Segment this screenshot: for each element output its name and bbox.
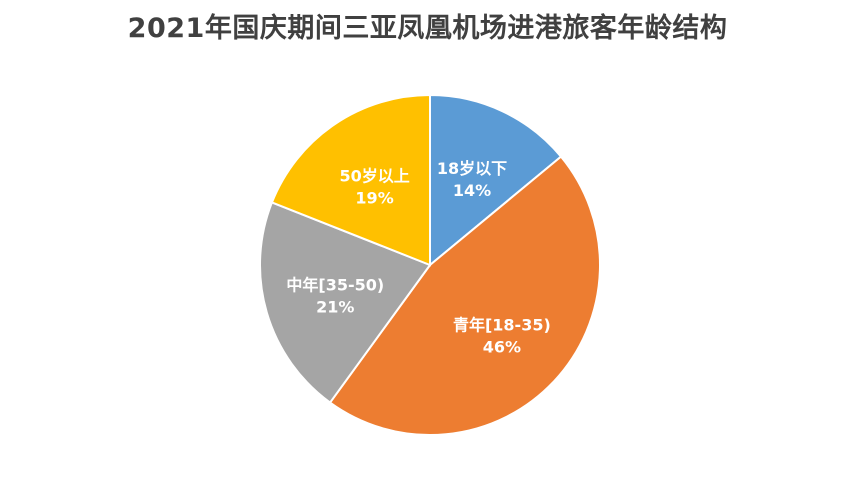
chart-title: 2021年国庆期间三亚凤凰机场进港旅客年龄结构 xyxy=(127,13,728,44)
pie-slice xyxy=(429,93,563,268)
pie-slice xyxy=(259,201,432,404)
slice-value-label: 21% xyxy=(316,298,354,317)
slice-category-label: 18岁以下 xyxy=(437,159,507,178)
slice-value-label: 19% xyxy=(355,188,393,207)
slice-label: 青年[18-35) 46% xyxy=(453,315,551,356)
pie-slice xyxy=(270,93,431,267)
slice-value-label: 46% xyxy=(483,337,521,356)
slice-label: 50岁以上 19% xyxy=(339,166,409,207)
slice-category-label: 青年[18-35) xyxy=(453,315,551,334)
slice-value-label: 14% xyxy=(453,181,491,200)
slice-label: 中年[35-50) 21% xyxy=(286,276,384,317)
slice-label: 18岁以下 14% xyxy=(437,159,507,200)
pie-slice xyxy=(328,155,601,436)
slice-category-label: 50岁以上 xyxy=(339,166,409,185)
slice-category-label: 中年[35-50) xyxy=(286,276,384,295)
